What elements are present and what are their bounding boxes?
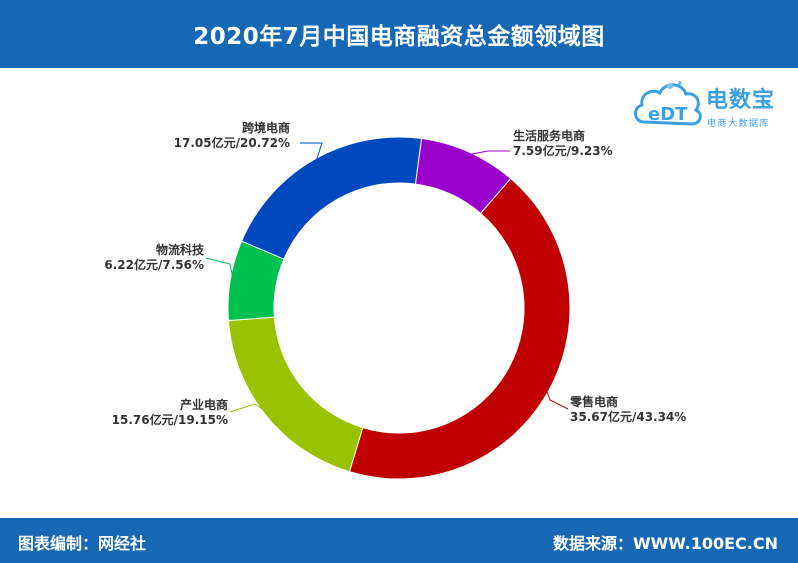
logo-mark: eDT: [648, 104, 688, 125]
slice-name-label: 产业电商: [180, 397, 228, 412]
slice-name-label: 物流科技: [156, 242, 205, 257]
slice-name-label: 跨境电商: [242, 120, 290, 135]
slice-name-label: 生活服务电商: [513, 128, 585, 143]
leader-line: [300, 142, 323, 163]
brand-subtitle: 电商大数据库: [707, 119, 771, 129]
footer-source: 数据来源：WWW.100EC.CN: [552, 534, 778, 553]
slice-value-label: 6.22亿元/7.56%: [104, 257, 204, 272]
donut-slice: [348, 177, 571, 480]
brand-name: 电数宝: [706, 88, 776, 113]
leader-line: [205, 257, 234, 281]
slice-name-label: 零售电商: [569, 394, 618, 409]
slice-value-label: 7.59亿元/9.23%: [513, 143, 613, 158]
page-title: 2020年7月中国电商融资总金额领域图: [0, 0, 798, 68]
footer-credit: 图表编制：网经社: [18, 534, 147, 553]
slice-value-label: 17.05亿元/20.72%: [174, 135, 290, 150]
donut-slice: [227, 316, 364, 473]
footer: 图表编制：网经社 数据来源：WWW.100EC.CN: [0, 518, 798, 563]
slice-value-label: 35.67亿元/43.34%: [570, 409, 686, 424]
donut-slice: [240, 136, 423, 260]
slice-value-label: 15.76亿元/19.15%: [112, 412, 228, 427]
brand-logo: eDT 电数宝 电商大数据库: [630, 74, 792, 136]
leader-line: [467, 150, 510, 156]
leader-line: [545, 388, 569, 410]
leader-line: [229, 403, 269, 414]
cloud-logo-icon: eDT: [634, 81, 702, 126]
donut-slice: [227, 240, 285, 322]
donut-slices: [227, 136, 571, 480]
